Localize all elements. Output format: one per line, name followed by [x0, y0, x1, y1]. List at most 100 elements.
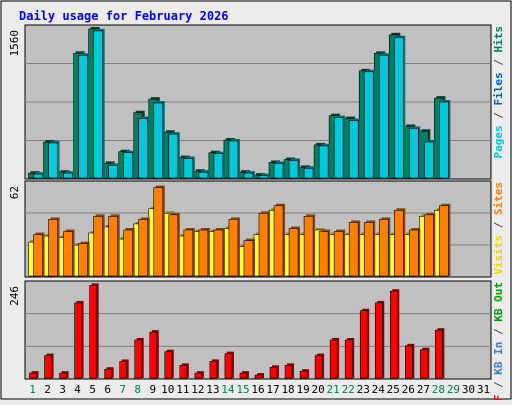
chart-title: Daily usage for February 2026: [19, 9, 229, 23]
x-tick-label: 25: [387, 383, 400, 396]
bar-kb-f: [239, 372, 248, 379]
legend-segment: Hits: [492, 26, 505, 53]
bar-files: [439, 101, 449, 179]
panel-legend-label: KB F / KB In / KB Out: [492, 282, 505, 400]
bar-kb-f: [374, 302, 383, 379]
panel-2: 62 Visits / Sites: [8, 180, 505, 278]
bar-sites: [108, 216, 118, 277]
bar-kb-f: [149, 331, 158, 379]
x-tick-label: 12: [191, 383, 204, 396]
x-tick-label: 26: [402, 383, 415, 396]
bar-kb-f: [329, 339, 338, 379]
panel-1: 1560 Pages / Files / Hits: [8, 24, 505, 180]
panel-legend-label: Pages / Files / Hits: [492, 26, 505, 159]
bar-sites: [123, 229, 134, 277]
panel-max-label: 246: [8, 286, 21, 306]
bar-sites: [63, 231, 73, 277]
bar-kb-f: [359, 310, 368, 379]
x-tick-label: 20: [312, 383, 325, 396]
bar-files: [63, 172, 73, 179]
x-tick-label: 24: [372, 383, 386, 396]
x-tick-label: 30: [462, 383, 475, 396]
panel-max-label: 62: [8, 186, 21, 199]
bar-files: [273, 163, 284, 179]
x-tick-label: 19: [296, 383, 309, 396]
bar-files: [348, 120, 359, 179]
x-tick-label: 8: [134, 383, 141, 396]
legend-segment: /: [492, 53, 505, 73]
legend-segment: /: [492, 375, 505, 395]
bar-files: [183, 158, 194, 179]
legend-segment: Sites: [492, 182, 505, 215]
bar-sites: [258, 213, 269, 277]
bar-files: [33, 173, 43, 179]
bar-sites: [439, 205, 449, 277]
bar-files: [318, 145, 329, 179]
bar-sites: [78, 243, 88, 277]
x-tick-label: 4: [74, 383, 81, 396]
x-tick-label: 31: [477, 383, 490, 396]
bar-sites: [213, 229, 224, 277]
bar-sites: [33, 234, 43, 277]
bar-kb-f: [420, 349, 428, 379]
x-axis-day-labels: 1 2 3 4 5 6 7 8 9 10 11 12 13 14 15 16 17 18 19 20 21 22 23 24 2…: [29, 383, 490, 396]
panel-3: 246 KB F / KB In / KB Out: [8, 280, 505, 405]
bar-files: [243, 172, 254, 179]
bar-sites: [393, 209, 404, 277]
bar-files: [168, 133, 179, 179]
bar-files: [333, 117, 344, 179]
x-tick-label: 18: [281, 383, 294, 396]
x-tick-label: 21: [327, 383, 340, 396]
legend-segment: /: [492, 215, 505, 235]
bar-sites: [48, 219, 58, 277]
x-tick-label: 23: [357, 383, 370, 396]
bar-sites: [153, 187, 164, 277]
bar-files: [108, 165, 118, 179]
bar-sites: [363, 222, 374, 277]
x-tick-label: 1: [29, 383, 36, 396]
bar-kb-f: [194, 372, 203, 379]
bar-kb-f: [164, 351, 173, 379]
bar-sites: [228, 219, 239, 277]
bar-kb-f: [405, 345, 413, 379]
bar-kb-f: [179, 365, 188, 379]
bar-sites: [243, 240, 254, 277]
x-tick-label: 7: [119, 383, 126, 396]
bar-files: [409, 128, 419, 179]
legend-segment: /: [492, 106, 505, 126]
x-tick-label: 16: [251, 383, 264, 396]
bar-sites: [378, 219, 389, 277]
bar-files: [393, 37, 404, 179]
bar-files: [424, 141, 434, 179]
x-tick-label: 13: [206, 383, 219, 396]
legend-segment: Visits: [492, 235, 505, 275]
bar-kb-f: [435, 329, 443, 379]
bar-sites: [93, 216, 103, 277]
x-tick-label: 17: [266, 383, 279, 396]
bar-kb-f: [254, 374, 263, 379]
bar-files: [378, 54, 389, 179]
x-tick-label: 2: [44, 383, 51, 396]
bar-files: [198, 171, 209, 179]
bar-files: [48, 142, 58, 179]
bar-kb-f: [29, 372, 37, 379]
bar-sites: [168, 214, 179, 277]
bar-sites: [409, 229, 419, 277]
bar-sites: [348, 222, 359, 277]
bar-files: [258, 175, 269, 179]
bar-kb-f: [119, 361, 128, 379]
legend-segment: KB In: [492, 342, 505, 375]
bar-kb-f: [269, 366, 278, 379]
bar-kb-f: [89, 285, 97, 379]
panel-legend-label: Visits / Sites: [492, 182, 505, 275]
x-tick-label: 29: [447, 383, 460, 396]
x-tick-label: 11: [176, 383, 189, 396]
x-tick-label: 14: [221, 383, 235, 396]
bar-files: [78, 54, 88, 179]
bar-files: [303, 167, 314, 179]
bar-files: [228, 140, 239, 179]
x-tick-label: 22: [342, 383, 355, 396]
legend-segment: /: [492, 322, 505, 342]
